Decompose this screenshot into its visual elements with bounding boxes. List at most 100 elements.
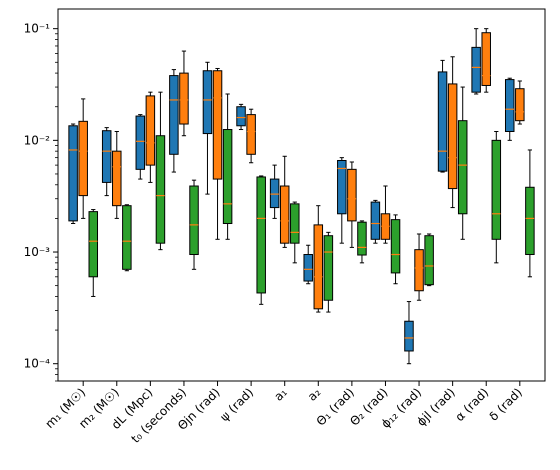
box-element	[279, 155, 290, 248]
box-element	[135, 114, 146, 180]
box-iqr	[68, 125, 78, 222]
box-series-group	[68, 28, 535, 365]
box-element	[303, 244, 313, 285]
box-iqr	[256, 176, 266, 294]
x-axis: m₁ (M☉)m₂ (M☉)dL (Mpc)t₀ (seconds)Θjn (r…	[42, 381, 525, 446]
box-element	[236, 103, 246, 131]
box-element	[424, 233, 434, 287]
box-iqr	[370, 201, 381, 240]
box-element	[290, 201, 300, 264]
box-iqr	[222, 129, 233, 225]
box-iqr	[457, 120, 468, 215]
y-tick-label: 10⁻³	[24, 245, 51, 259]
box-series	[88, 86, 535, 313]
box-iqr	[404, 320, 414, 352]
box-element	[269, 164, 280, 219]
box-iqr	[88, 211, 99, 278]
box-iqr	[437, 71, 448, 172]
y-axis: 10⁻⁴ 10⁻³ 10⁻² 10⁻¹	[24, 22, 58, 382]
axes-frame	[57, 8, 546, 382]
box-element	[313, 205, 324, 313]
box-iqr	[290, 203, 300, 244]
box-iqr	[424, 235, 434, 286]
box-iqr	[112, 150, 122, 207]
box-element	[491, 131, 502, 264]
x-category-label: ψ (rad)	[217, 385, 256, 424]
box-iqr	[347, 168, 357, 222]
box-iqr	[504, 79, 515, 133]
box-element	[504, 77, 515, 141]
box-element	[212, 67, 223, 240]
box-iqr	[236, 106, 246, 127]
box-element	[179, 50, 189, 137]
box-element	[525, 149, 535, 278]
box-iqr	[491, 139, 502, 240]
box-element	[256, 175, 266, 305]
box-element	[189, 179, 199, 270]
box-iqr	[269, 178, 280, 209]
y-tick-label: 10⁻¹	[24, 22, 51, 36]
box-element	[112, 131, 122, 219]
box-element	[246, 108, 256, 164]
box-iqr	[525, 186, 535, 256]
box-iqr	[189, 185, 199, 256]
box-iqr	[303, 254, 313, 282]
box-element	[357, 220, 367, 264]
box-element	[68, 123, 78, 225]
box-iqr	[313, 224, 324, 310]
x-category-label: a₁	[271, 385, 290, 404]
box-iqr	[414, 249, 424, 292]
box-element	[380, 185, 391, 244]
box-series	[68, 28, 515, 365]
box-element	[414, 233, 424, 301]
box-element	[370, 199, 381, 244]
box-iqr	[202, 70, 213, 135]
box-element	[437, 59, 448, 173]
box-iqr	[179, 72, 189, 125]
box-element	[457, 86, 468, 240]
box-element	[222, 93, 233, 240]
box-element	[202, 61, 213, 195]
y-tick-label: 10⁻²	[24, 133, 51, 147]
x-category-label: α (rad)	[452, 385, 491, 424]
box-iqr	[101, 130, 112, 183]
box-iqr	[78, 120, 88, 197]
box-iqr	[337, 159, 347, 215]
box-element	[481, 28, 491, 93]
box-iqr	[515, 88, 525, 122]
box-iqr	[135, 115, 146, 170]
box-element	[78, 98, 88, 219]
box-iqr	[323, 235, 334, 301]
box-element	[155, 91, 166, 251]
box-element	[145, 91, 156, 183]
box-iqr	[390, 219, 401, 274]
box-element	[323, 231, 334, 313]
box-iqr	[357, 221, 367, 256]
box-iqr	[471, 46, 481, 93]
box-iqr	[212, 70, 223, 180]
box-element	[101, 127, 112, 197]
box-series	[78, 28, 525, 313]
box-element	[515, 80, 525, 125]
box-iqr	[169, 75, 179, 155]
x-category-label: a₂	[305, 385, 324, 404]
box-iqr	[481, 32, 491, 86]
box-element	[122, 204, 132, 272]
box-element	[337, 157, 347, 244]
box-element	[404, 301, 414, 365]
box-iqr	[246, 114, 256, 155]
box-element	[471, 28, 481, 95]
box-element	[347, 161, 357, 248]
x-category-label: δ (rad)	[486, 385, 524, 423]
box-element	[169, 69, 179, 173]
box-element	[88, 209, 99, 297]
y-tick-label: 10⁻⁴	[24, 357, 51, 371]
box-element	[390, 214, 401, 285]
box-iqr	[145, 95, 156, 166]
box-iqr	[447, 83, 458, 190]
box-iqr	[155, 135, 166, 244]
box-element	[447, 56, 458, 209]
box-iqr	[122, 205, 132, 270]
box-iqr	[279, 185, 290, 244]
